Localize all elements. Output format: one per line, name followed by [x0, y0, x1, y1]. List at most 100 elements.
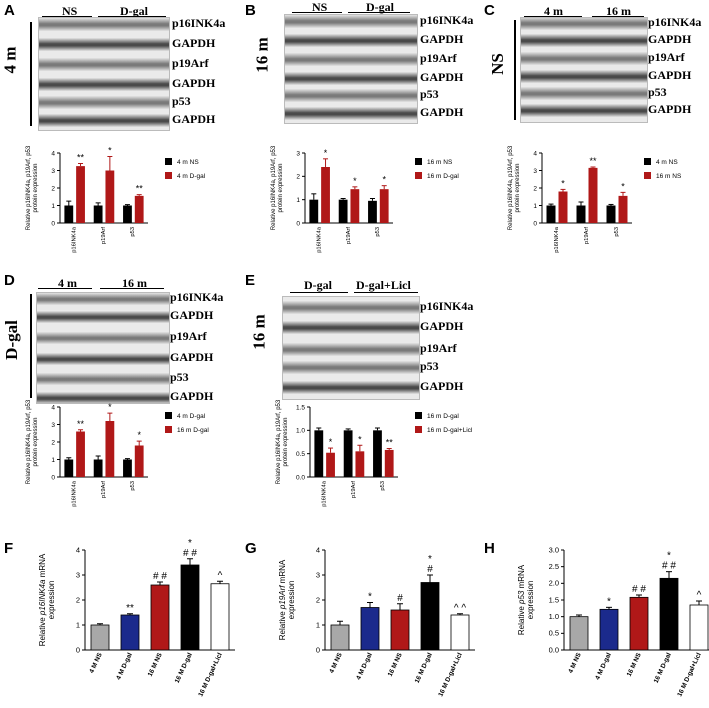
significance-mark: * [329, 437, 333, 447]
significance-mark: * [368, 592, 372, 603]
significance-mark: ^ [697, 590, 702, 601]
x-tick-label: 4 M NS [567, 651, 583, 674]
y-tick-label: 0 [533, 220, 537, 227]
y-tick-label: 3 [51, 168, 55, 175]
bar [314, 430, 324, 477]
panel-label-f: F [4, 540, 14, 557]
y-tick-label: 3 [316, 570, 320, 579]
blot-band [285, 72, 417, 85]
protein-label: p16INK4a [172, 15, 226, 30]
y-axis-label: Relative p53 mRNA [517, 564, 526, 635]
protein-label: GAPDH [172, 75, 216, 90]
y-tick-label: 1 [533, 203, 537, 210]
age-label: 4 m [0, 46, 20, 74]
blot-band [521, 34, 647, 47]
legend-swatch [415, 426, 422, 433]
group-label-16m: 16 m [606, 4, 631, 18]
group-label-dgal: D-gal [120, 4, 148, 18]
bar [368, 200, 377, 223]
y-tick-label: 1.5 [549, 595, 559, 604]
y-tick-label: 1 [296, 197, 300, 204]
bar [450, 614, 470, 651]
y-tick-label: 0 [316, 645, 320, 654]
y-tick-label: 2 [51, 185, 55, 192]
y-axis-label: Relative p16INK4a mRNA [38, 553, 47, 646]
y-axis-label: Relative p16INK4a, p19Arf, p53 [508, 145, 514, 230]
significance-mark: * [108, 402, 112, 412]
x-tick-label: p53 [380, 481, 386, 491]
legend-label: 16 m NS [427, 159, 453, 166]
x-tick-label: 4 M NS [88, 651, 104, 674]
bar [123, 459, 132, 477]
bar [689, 604, 709, 651]
bar [330, 624, 350, 651]
protein-label: GAPDH [648, 67, 692, 82]
bar [120, 614, 140, 651]
group-label-dgal: D-gal [304, 278, 332, 292]
significance-mark: ^ ^ [454, 603, 466, 614]
y-tick-label: 0.0 [296, 474, 305, 481]
protein-label: p53 [420, 86, 439, 101]
chart-b: 0 1 2 3 Relative p16INK4a, p19Arf, p53 protei… [271, 145, 459, 253]
y-tick-label: 0.5 [549, 629, 559, 638]
group-line [38, 288, 92, 289]
y-tick-label: 1 [316, 620, 320, 629]
y-tick-label: 2 [533, 185, 537, 192]
blot-band [283, 321, 419, 334]
y-axis-label: protein expression [515, 163, 521, 212]
protein-label: p16INK4a [420, 12, 474, 27]
significance-mark: # # [662, 561, 676, 572]
bar [338, 199, 348, 223]
y-tick-label: 1.5 [296, 404, 305, 411]
legend-label: 16 m D-gal+Licl [427, 427, 473, 434]
bar [606, 205, 616, 223]
panel-label-d: D [4, 272, 15, 289]
bar [629, 596, 649, 651]
bar [618, 195, 628, 223]
y-tick-label: 1 [76, 620, 80, 629]
group-line [42, 16, 92, 17]
y-tick-label: 2 [51, 439, 55, 446]
x-tick-label: 4 M D-gal [594, 652, 613, 681]
y-axis-label: expression [47, 581, 56, 620]
blot-band [37, 353, 169, 365]
y-tick-label: 0 [296, 220, 300, 227]
protein-label: p19Arf [420, 50, 457, 65]
x-tick-label: 16 M NS [147, 651, 164, 677]
significance-mark: # # [183, 548, 197, 559]
significance-mark: * [358, 434, 362, 444]
blot-band [283, 343, 419, 356]
bar [379, 189, 389, 223]
protein-label: GAPDH [648, 31, 692, 46]
group-line [348, 12, 410, 13]
legend-swatch [415, 412, 422, 419]
x-tick-label: p16INK4a [72, 480, 78, 507]
protein-label: GAPDH [172, 111, 216, 126]
bar [569, 616, 589, 651]
protein-label: p53 [420, 358, 439, 373]
x-tick-label: 16 M D-gal [174, 652, 194, 685]
blot-band [37, 293, 169, 305]
y-tick-label: 2 [316, 595, 320, 604]
y-tick-label: 3.0 [549, 545, 559, 554]
protein-label: p16INK4a [648, 14, 702, 29]
blot-band [39, 114, 169, 127]
protein-label: p53 [648, 84, 667, 99]
y-tick-label: 1 [51, 457, 55, 464]
y-tick-label: 1.0 [296, 428, 305, 435]
group-label-dgal: D-gal [366, 0, 394, 14]
blot-band [521, 104, 647, 117]
x-tick-label: p16INK4a [554, 226, 560, 253]
significance-mark: * [108, 146, 112, 156]
bar [150, 584, 170, 651]
legend-label: 16 m D-gal [177, 427, 209, 434]
y-tick-label: 3 [533, 168, 537, 175]
y-axis-label: expression [287, 581, 296, 620]
bar [180, 564, 200, 651]
group-line [98, 16, 166, 17]
bar [123, 205, 132, 223]
age-label: D-gal [1, 320, 21, 360]
significance-mark: # [397, 593, 403, 604]
group-label-4m: 4 m [58, 276, 77, 290]
